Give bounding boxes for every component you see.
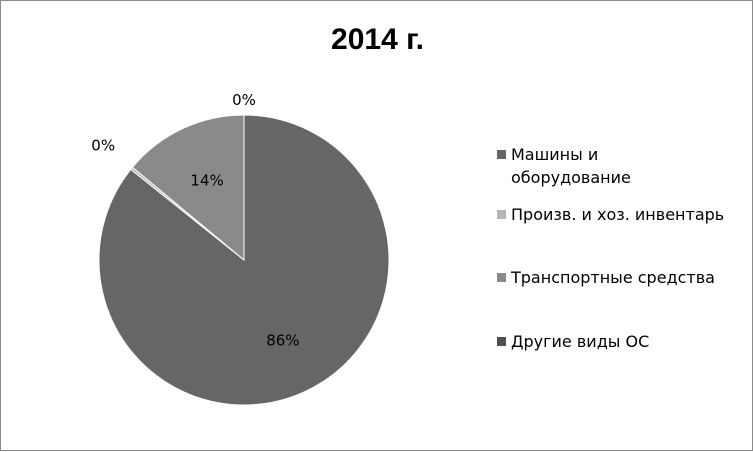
legend-swatch-machines	[497, 150, 506, 159]
legend-swatch-transport	[497, 273, 506, 282]
legend-item-machines: Машины и оборудование	[497, 143, 747, 189]
legend-swatch-other	[497, 337, 506, 346]
chart-title: 2014 г.	[331, 23, 424, 56]
legend-item-inventory: Произв. и хоз. инвентарь	[497, 203, 747, 226]
legend-item-other: Другие виды ОС	[497, 330, 747, 353]
legend-label-inventory: Произв. и хоз. инвентарь	[511, 205, 725, 224]
slice-label-inventory: 0%	[91, 137, 115, 155]
slice-label-other: 0%	[232, 91, 256, 109]
legend-label-transport: Транспортные средства	[511, 268, 715, 287]
slice-label-transport: 14%	[190, 172, 223, 190]
legend-label-machines: Машины и оборудование	[511, 145, 631, 187]
slice-transport	[131, 114, 245, 262]
legend-item-transport: Транспортные средства	[497, 266, 747, 289]
slice-machines	[98, 114, 390, 406]
legend-swatch-inventory	[497, 210, 506, 219]
legend-label-other: Другие виды ОС	[511, 332, 650, 351]
slice-label-machines: 86%	[266, 332, 299, 350]
